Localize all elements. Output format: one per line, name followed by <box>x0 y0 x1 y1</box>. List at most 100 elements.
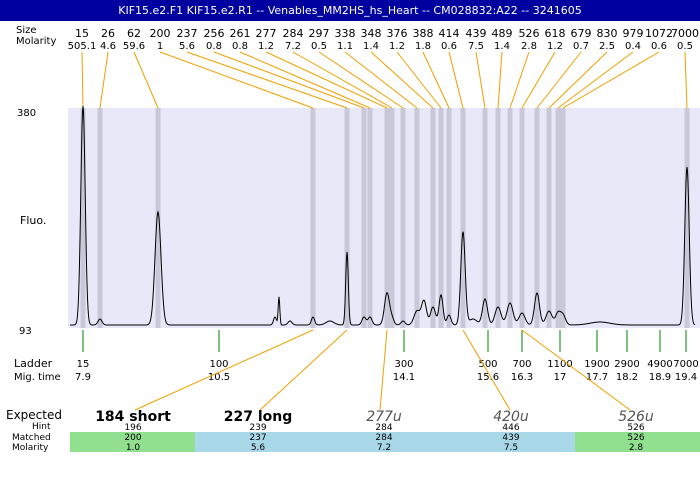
peak-connector <box>548 51 608 109</box>
peak-band <box>546 108 552 328</box>
molarity-value: 7.5 <box>504 443 518 453</box>
hint-value: 239 <box>249 423 266 433</box>
ladder-mig-time: 15.6 <box>477 372 499 383</box>
ladder-size: 700 <box>512 359 531 370</box>
matched-value: 284 <box>375 433 392 443</box>
ladder-size: 7000 <box>673 359 698 370</box>
matched-value: 237 <box>249 433 266 443</box>
peak-bands <box>80 108 690 328</box>
peak-connector-lines <box>81 51 688 109</box>
expected-product-label: 420u <box>493 409 529 425</box>
matched-cell-bg <box>195 432 325 452</box>
peak-molarity: 7.5 <box>468 41 484 52</box>
matched-value: 439 <box>502 433 519 443</box>
matched-label: Matched <box>12 433 51 443</box>
peak-band <box>400 108 406 328</box>
expected-product-label: 526u <box>618 409 654 425</box>
peak-molarity: 0.6 <box>651 41 667 52</box>
fluo-label: Fluo. <box>20 214 46 227</box>
size-label: Size <box>16 25 37 36</box>
peak-size: 277 <box>256 27 277 40</box>
peak-connector <box>265 51 388 109</box>
peak-size: 376 <box>387 27 408 40</box>
peak-size: 414 <box>439 27 460 40</box>
ladder-markers: 15 7.9 100 10.5 300 14.1 500 15.6 700 16.3 1100 17 1… <box>75 330 699 383</box>
peak-connector <box>475 51 486 109</box>
ladder-mig-time: 18.9 <box>649 372 671 383</box>
peak-molarity: 1 <box>157 41 163 52</box>
ladder-mig-time: 7.9 <box>75 372 91 383</box>
peak-connector <box>213 51 365 109</box>
ladder-size: 15 <box>77 359 90 370</box>
peak-size: 348 <box>361 27 382 40</box>
peak-size: 15 <box>75 27 89 40</box>
expected-connector <box>462 329 511 411</box>
peak-band <box>310 108 316 328</box>
fluorescence-trace <box>70 105 696 326</box>
peak-molarity: 0.5 <box>311 41 327 52</box>
peak-band <box>560 108 566 328</box>
ladder-mig-time: 14.1 <box>393 372 415 383</box>
peak-molarity: 2.5 <box>599 41 615 52</box>
peak-size: 979 <box>623 27 644 40</box>
peak-connector <box>536 51 582 109</box>
peak-band <box>555 108 561 328</box>
molarity-value: 1.0 <box>126 443 141 453</box>
expected-connector <box>521 329 631 411</box>
peak-connector <box>448 51 464 109</box>
ladder-size: 500 <box>478 359 497 370</box>
peak-band <box>446 108 452 328</box>
peak-band <box>460 108 466 328</box>
peak-size: 200 <box>150 27 171 40</box>
ladder-mig-time: 18.2 <box>616 372 638 383</box>
expected-connector-lines <box>134 329 631 411</box>
peak-molarity: 0.7 <box>573 41 589 52</box>
peak-connector <box>292 51 393 109</box>
peak-size: 338 <box>335 27 356 40</box>
peak-size: 7000 <box>671 27 699 40</box>
peak-molarity: 4.6 <box>100 41 116 52</box>
peak-molarity: 1.2 <box>258 41 274 52</box>
peak-molarity: 0.8 <box>232 41 248 52</box>
hint-label: Hint <box>32 422 51 432</box>
matched-cell-bg <box>575 432 700 452</box>
peak-band <box>430 108 436 328</box>
hint-value: 196 <box>124 423 141 433</box>
expected-connector <box>379 329 388 411</box>
ladder-size: 2900 <box>614 359 639 370</box>
peak-connector <box>684 51 688 109</box>
ladder-size: 100 <box>209 359 228 370</box>
peak-connector <box>159 51 314 109</box>
peak-connector <box>422 51 450 109</box>
ladder-mig-time: 10.5 <box>208 372 230 383</box>
peak-band <box>438 108 444 328</box>
peak-connector <box>344 51 418 109</box>
peak-molarity: 0.5 <box>677 41 693 52</box>
peak-molarity: 1.2 <box>547 41 563 52</box>
peak-band <box>97 108 103 328</box>
matched-cell-bg <box>70 432 195 452</box>
peak-size: 618 <box>545 27 566 40</box>
peak-molarity: 0.8 <box>206 41 222 52</box>
peak-connector <box>239 51 371 109</box>
matched-value: 200 <box>124 433 141 443</box>
peak-connector <box>497 51 503 109</box>
peak-connector <box>509 51 530 109</box>
peak-connector <box>99 51 109 109</box>
matched-value: 526 <box>627 433 644 443</box>
peak-connector <box>370 51 434 109</box>
ladder-label: Ladder <box>14 357 53 370</box>
molarity-value: 5.6 <box>251 443 266 453</box>
peak-connector <box>318 51 404 109</box>
peak-band <box>684 108 690 328</box>
peak-size: 26 <box>101 27 115 40</box>
peak-size: 679 <box>571 27 592 40</box>
peak-band <box>389 108 395 328</box>
peak-size: 261 <box>230 27 251 40</box>
hint-value: 526 <box>627 423 644 433</box>
peak-band <box>482 108 488 328</box>
peak-band <box>344 108 350 328</box>
peak-size: 388 <box>413 27 434 40</box>
ladder-mig-time: 17.7 <box>586 372 608 383</box>
